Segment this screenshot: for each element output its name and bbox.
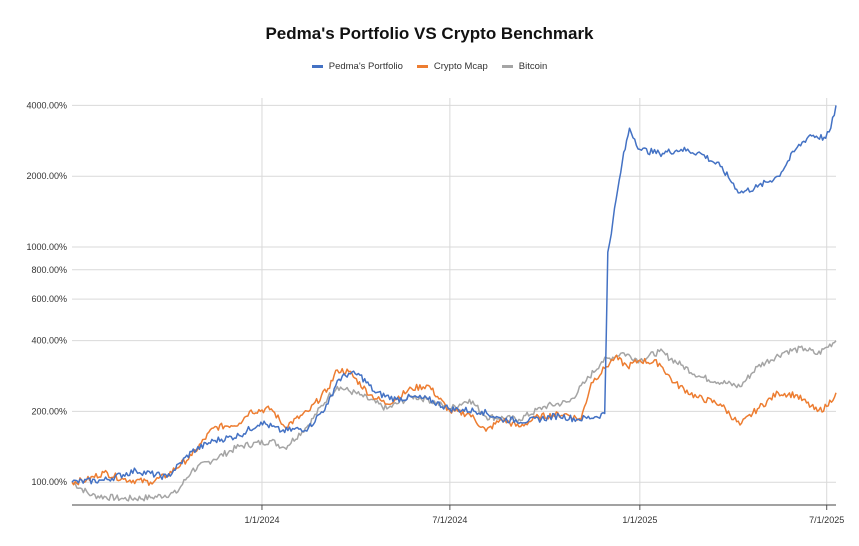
x-tick-label: 7/1/2024 [432, 515, 467, 525]
series-line-pedma-s-portfolio [71, 105, 837, 485]
legend-item[interactable]: Crypto Mcap [416, 61, 488, 72]
y-tick-label: 4000.00% [26, 100, 67, 110]
legend-swatch-mcap [416, 65, 428, 68]
legend-label: Pedma's Portfolio [328, 61, 403, 72]
y-tick-label: 800.00% [31, 265, 67, 275]
y-axis-ticks: 100.00% 200.00% 400.00% 600.00% 800.00% 1000.… [26, 100, 67, 487]
legend-item[interactable]: Pedma's Portfolio [311, 61, 403, 72]
x-tick-label: 7/1/2025 [809, 515, 844, 525]
y-tick-label: 200.00% [31, 406, 67, 416]
series-line-crypto-mcap [71, 354, 837, 486]
legend-label: Bitcoin [518, 61, 548, 72]
legend-label: Crypto Mcap [433, 61, 488, 72]
y-tick-label: 1000.00% [26, 242, 67, 252]
gridlines [72, 98, 836, 505]
x-tick-label: 1/1/2024 [244, 515, 279, 525]
legend: Pedma's Portfolio Crypto Mcap Bitcoin [0, 61, 859, 72]
y-tick-label: 400.00% [31, 336, 67, 346]
x-tick-label: 1/1/2025 [622, 515, 657, 525]
y-tick-label: 100.00% [31, 477, 67, 487]
series-line-bitcoin [71, 340, 837, 502]
y-tick-label: 600.00% [31, 294, 67, 304]
series-lines [71, 105, 837, 502]
legend-swatch-bitcoin [501, 65, 513, 68]
legend-swatch-portfolio [311, 65, 323, 68]
x-axis-ticks: 1/1/2024 7/1/2024 1/1/2025 7/1/2025 [244, 505, 844, 525]
legend-item[interactable]: Bitcoin [501, 61, 548, 72]
chart-title: Pedma's Portfolio VS Crypto Benchmark [265, 24, 594, 43]
y-tick-label: 2000.00% [26, 171, 67, 181]
